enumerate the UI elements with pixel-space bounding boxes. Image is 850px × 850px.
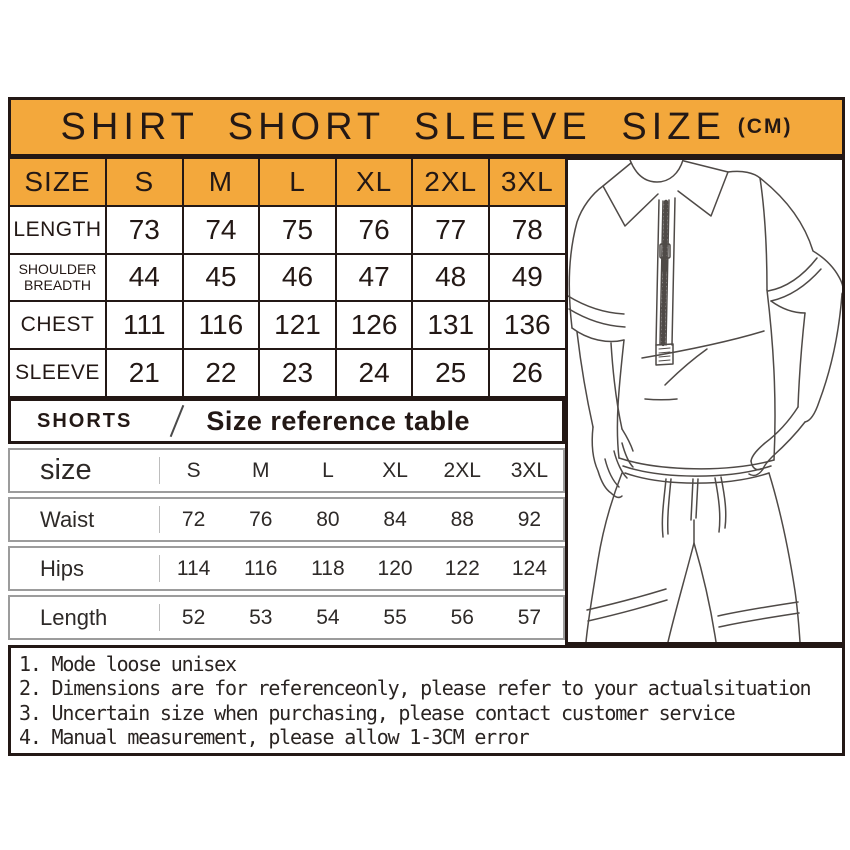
shorts-value-cell: 54 (316, 605, 340, 629)
shirt-header-cell: SIZE (8, 157, 107, 207)
row-label: CHEST (8, 300, 107, 351)
size-value-cell: 74 (181, 204, 261, 255)
size-value-cell: 46 (258, 252, 337, 303)
shorts-header-label: size (10, 450, 160, 491)
shirt-table-row: LENGTH 73 74 75 76 77 78 (8, 204, 567, 255)
size-value-cell: 25 (411, 348, 490, 398)
size-value-cell: 126 (334, 300, 414, 351)
size-value-cell: 21 (105, 348, 184, 398)
shorts-header-cell: 2XL (443, 458, 481, 482)
shirt-table-row: SLEEVE 21 22 23 24 25 26 (8, 348, 567, 398)
shorts-value-cell: 92 (517, 507, 542, 531)
divider-slash (170, 404, 185, 438)
size-value-cell: 131 (411, 300, 490, 351)
note-line: 3. Uncertain size when purchasing, pleas… (19, 700, 736, 725)
shirt-table-row: SHOULDER BREADTH 44 45 46 47 48 49 (8, 252, 567, 303)
size-value-cell: 77 (411, 204, 490, 255)
shorts-row-label: Hips (10, 548, 160, 589)
shorts-header-row: size S M L XL 2XL 3XL (8, 448, 565, 493)
size-value-cell: 78 (487, 204, 567, 255)
shorts-value-cell: 72 (181, 507, 206, 531)
shorts-size-table: size S M L XL 2XL 3XL Waist 72 76 80 84 88 92 Hips 114 1… (8, 448, 565, 640)
size-value-cell: 73 (105, 204, 184, 255)
size-value-cell: 49 (487, 252, 567, 303)
neck-line (629, 160, 684, 183)
shirt-header-row: SIZE S M L XL 2XL 3XL (8, 157, 567, 207)
shirt-header-cell: 2XL (411, 157, 490, 207)
note-line: 2. Dimensions are for referenceonly, ple… (19, 676, 812, 701)
shorts-value-cell: 124 (511, 556, 547, 580)
shorts-section-label: SHORTS (37, 409, 133, 432)
row-label: SHOULDER BREADTH (8, 252, 107, 303)
row-label: SLEEVE (8, 348, 107, 398)
shorts-section-banner: SHORTS Size reference table (8, 398, 565, 444)
shorts-value-cell: 56 (450, 605, 474, 629)
shorts-header-cell: M (251, 458, 270, 482)
shorts-value-cell: 88 (450, 507, 474, 531)
size-value-cell: 116 (181, 300, 261, 351)
model-figure-drawing (568, 160, 842, 642)
model-figure-box (565, 157, 845, 645)
size-value-cell: 47 (334, 252, 414, 303)
shorts-row-label: Waist (10, 499, 160, 540)
notes-box: 1. Mode loose unisex 2. Dimensions are fo… (8, 645, 845, 756)
shorts-value-cell: 118 (311, 556, 345, 580)
shorts-value-cell: 57 (517, 605, 542, 629)
shorts-value-cell: 116 (244, 556, 278, 580)
size-value-cell: 23 (258, 348, 337, 398)
size-value-cell: 76 (334, 204, 414, 255)
shirt-header-cell: L (258, 157, 337, 207)
shorts-table-row: Length 52 53 54 55 56 57 (8, 595, 565, 640)
shorts-value-cell: 52 (181, 605, 206, 629)
shorts-value-cell: 80 (316, 507, 340, 531)
shirt-header-cell: 3XL (487, 157, 567, 207)
shorts-header-cell: 3XL (510, 458, 549, 482)
note-line: 4. Manual measurement, please allow 1-3C… (19, 724, 530, 749)
shorts-header-cell: L (322, 458, 334, 482)
size-value-cell: 24 (334, 348, 414, 398)
size-value-cell: 22 (181, 348, 261, 398)
size-value-cell: 111 (105, 300, 184, 351)
shorts-table-row: Hips 114 116 118 120 122 124 (8, 546, 565, 591)
title-bar: SHIRT SHORT SLEEVE SIZE (CM) (8, 97, 845, 157)
page-title: SHIRT SHORT SLEEVE SIZE (60, 105, 726, 148)
shorts-value-cell: 53 (249, 605, 273, 629)
shorts-table-row: Waist 72 76 80 84 88 92 (8, 497, 565, 542)
shirt-header-cell: S (105, 157, 184, 207)
size-value-cell: 45 (181, 252, 261, 303)
size-value-cell: 75 (258, 204, 337, 255)
size-value-cell: 136 (487, 300, 567, 351)
shorts-value-cell: 120 (377, 556, 413, 580)
size-value-cell: 48 (411, 252, 490, 303)
size-value-cell: 26 (487, 348, 567, 398)
size-value-cell: 44 (105, 252, 184, 303)
row-label: LENGTH (8, 204, 107, 255)
shirt-size-table: SIZE S M L XL 2XL 3XL LENGTH 73 74 75 76 77 78 SHOULDE… (8, 157, 567, 398)
shorts-section-title: Size reference table (206, 405, 470, 436)
shorts-value-cell: 122 (444, 556, 480, 580)
shorts-value-cell: 55 (383, 605, 407, 629)
shirt-header-cell: XL (334, 157, 414, 207)
shorts-row-label: Length (10, 597, 160, 638)
shorts-header-cell: XL (382, 458, 408, 482)
shorts-value-cell: 84 (383, 507, 407, 531)
unit-label: (CM) (737, 115, 793, 138)
shorts-value-cell: 114 (176, 556, 211, 580)
shirt-table-row: CHEST 111 116 121 126 131 136 (8, 300, 567, 351)
shirt-header-cell: M (181, 157, 261, 207)
zipper-icon (655, 199, 660, 346)
note-line: 1. Mode loose unisex (19, 652, 237, 677)
size-value-cell: 121 (258, 300, 337, 351)
shorts-header-cell: S (186, 458, 201, 482)
shorts-value-cell: 76 (249, 507, 273, 531)
